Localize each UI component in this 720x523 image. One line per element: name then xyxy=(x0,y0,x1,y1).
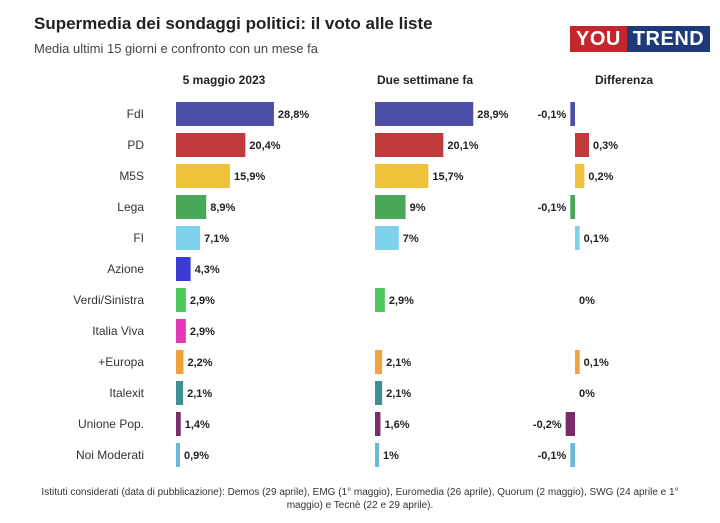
bar-current-label: 2,9% xyxy=(190,295,215,307)
category-label: Unione Pop. xyxy=(78,417,144,431)
category-label: Lega xyxy=(117,200,144,214)
chart-title: Supermedia dei sondaggi politici: il vot… xyxy=(34,14,433,33)
bar-previous xyxy=(375,443,379,467)
bar-difference xyxy=(570,102,575,126)
bar-difference-label: 0,2% xyxy=(588,171,613,183)
category-label: Italia Viva xyxy=(92,324,144,338)
column-header-2: Differenza xyxy=(595,73,653,87)
bar-current xyxy=(176,319,186,343)
category-label: M5S xyxy=(119,169,144,183)
bar-difference-label: -0,1% xyxy=(538,202,567,214)
category-label: FdI xyxy=(127,107,144,121)
bar-current-label: 2,2% xyxy=(187,357,212,369)
bar-previous xyxy=(375,412,381,436)
bar-previous-label: 2,9% xyxy=(389,295,414,307)
category-label: PD xyxy=(127,138,144,152)
bar-difference xyxy=(570,443,575,467)
logo-trend-text: TREND xyxy=(626,26,711,52)
bar-current xyxy=(176,226,201,250)
bar-previous xyxy=(375,133,444,157)
bar-difference xyxy=(575,164,585,188)
bar-current-label: 20,4% xyxy=(249,140,280,152)
bar-difference xyxy=(565,412,575,436)
bar-current-label: 2,1% xyxy=(187,388,212,400)
bar-current-label: 0,9% xyxy=(184,450,209,462)
bar-previous-label: 20,1% xyxy=(447,140,478,152)
bar-previous xyxy=(375,381,383,405)
bar-current xyxy=(176,350,184,374)
bar-previous xyxy=(375,350,383,374)
bar-current xyxy=(176,195,207,219)
bar-previous xyxy=(375,288,385,312)
bar-difference-label: 0,1% xyxy=(584,357,609,369)
bar-difference-label: 0% xyxy=(579,388,595,400)
bar-current xyxy=(176,412,181,436)
column-header-1: Due settimane fa xyxy=(377,73,473,87)
bar-current-label: 2,9% xyxy=(190,326,215,338)
bar-previous-label: 1,6% xyxy=(384,419,409,431)
bar-difference-label: 0% xyxy=(579,295,595,307)
bar-previous-label: 15,7% xyxy=(432,171,463,183)
bar-previous-label: 2,1% xyxy=(386,388,411,400)
bar-previous-label: 28,9% xyxy=(477,109,508,121)
bar-current-label: 4,3% xyxy=(195,264,220,276)
bar-current xyxy=(176,257,191,281)
bar-current xyxy=(176,443,180,467)
logo-you-text: YOU xyxy=(570,26,627,52)
bar-previous-label: 1% xyxy=(383,450,399,462)
bar-previous xyxy=(375,226,399,250)
category-label: Italexit xyxy=(109,386,144,400)
bar-current xyxy=(176,133,246,157)
bar-difference xyxy=(575,350,580,374)
youtrend-logo: YOU TREND xyxy=(570,26,711,52)
bar-difference-label: -0,2% xyxy=(533,419,562,431)
bar-difference xyxy=(575,226,580,250)
chart-subtitle: Media ultimi 15 giorni e confronto con u… xyxy=(34,41,318,56)
category-label: +Europa xyxy=(98,355,144,369)
bar-current-label: 15,9% xyxy=(234,171,265,183)
bar-previous xyxy=(375,102,474,126)
bar-previous xyxy=(375,195,406,219)
bar-difference xyxy=(575,133,589,157)
footnote: Istituti considerati (data di pubblicazi… xyxy=(41,487,679,511)
category-label: FI xyxy=(133,231,144,245)
bar-previous-label: 9% xyxy=(410,202,426,214)
bar-difference-label: 0,3% xyxy=(593,140,618,152)
bar-difference xyxy=(570,195,575,219)
bar-current xyxy=(176,381,184,405)
category-label: Verdi/Sinistra xyxy=(73,293,144,307)
bar-current-label: 8,9% xyxy=(210,202,235,214)
bar-previous-label: 7% xyxy=(403,233,419,245)
bar-difference-label: 0,1% xyxy=(584,233,609,245)
bar-previous xyxy=(375,164,429,188)
category-label: Azione xyxy=(107,262,144,276)
bar-difference-label: -0,1% xyxy=(538,450,567,462)
bar-difference-label: -0,1% xyxy=(538,109,567,121)
bar-current-label: 7,1% xyxy=(204,233,229,245)
bar-current xyxy=(176,288,186,312)
bar-current-label: 1,4% xyxy=(185,419,210,431)
bar-current xyxy=(176,102,274,126)
category-label: Noi Moderati xyxy=(76,448,144,462)
bar-previous-label: 2,1% xyxy=(386,357,411,369)
bar-current xyxy=(176,164,231,188)
bar-current-label: 28,8% xyxy=(278,109,309,121)
column-header-0: 5 maggio 2023 xyxy=(183,73,266,87)
